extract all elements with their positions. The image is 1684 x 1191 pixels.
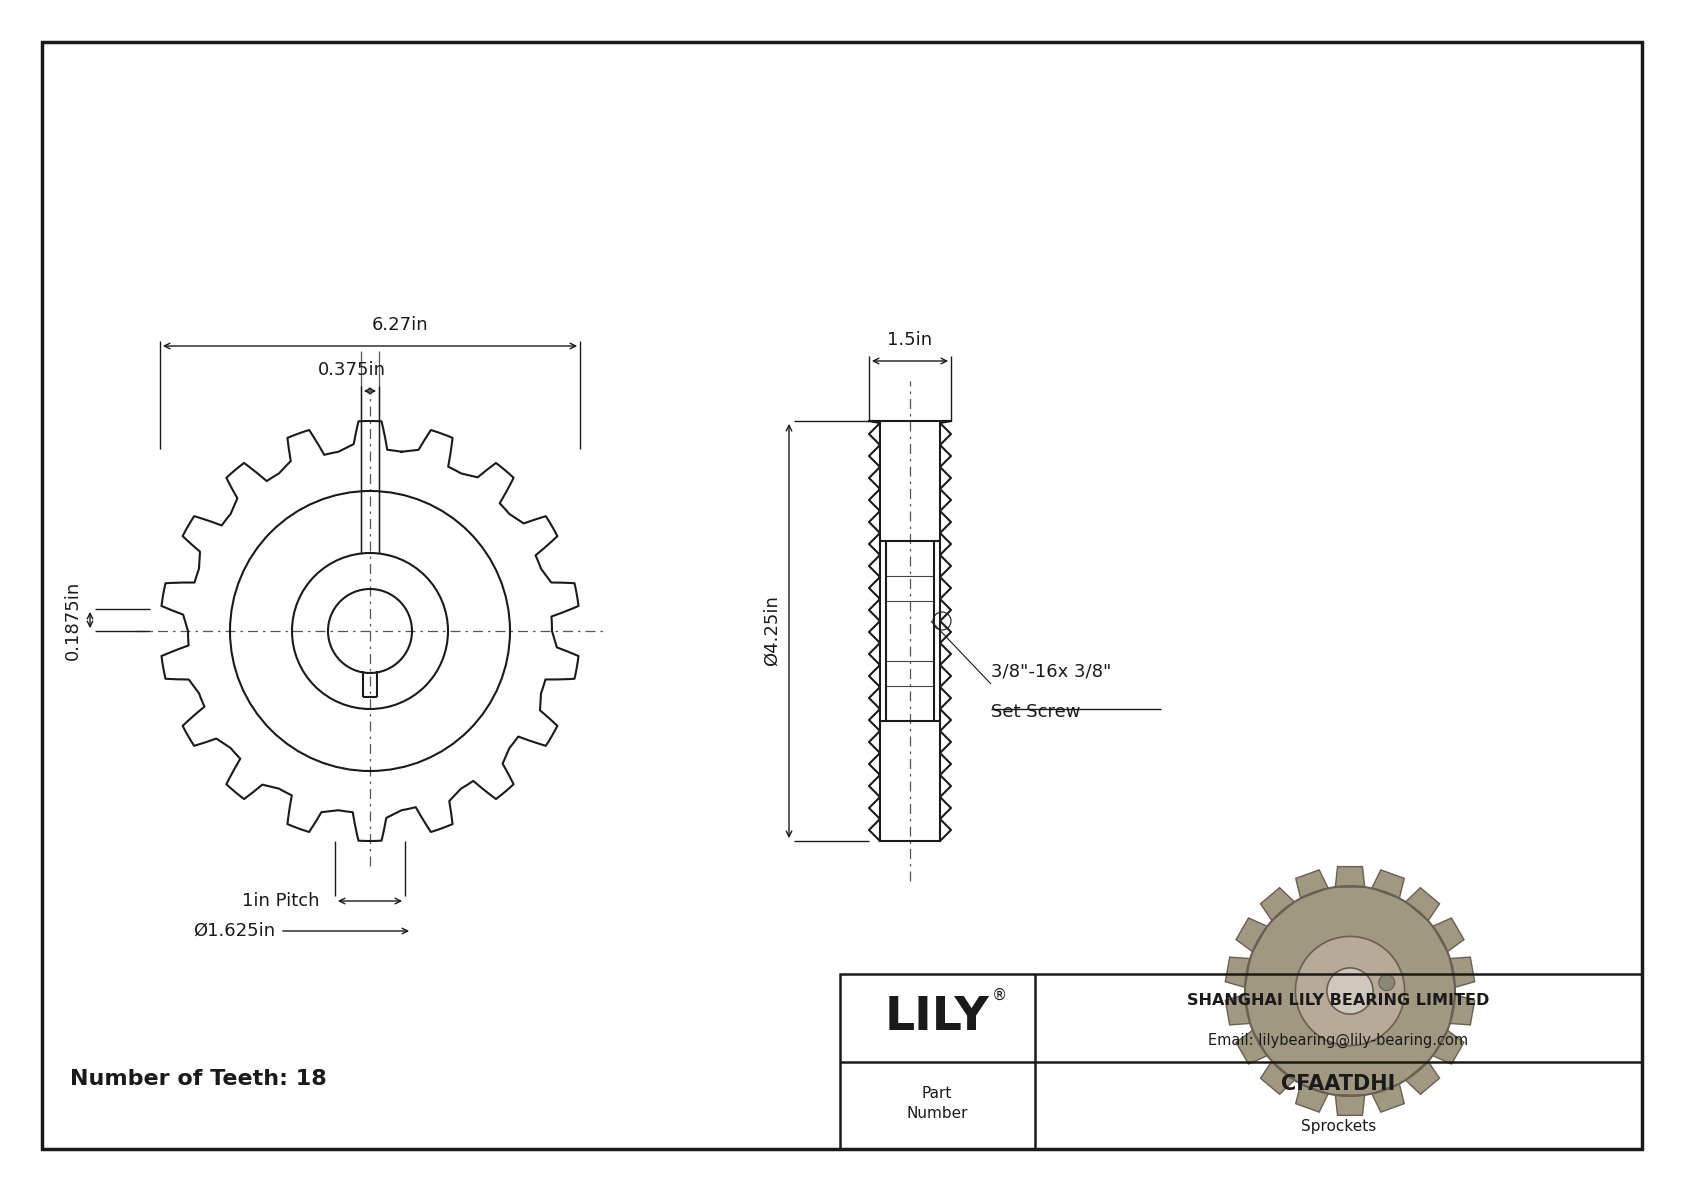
Circle shape	[1327, 968, 1372, 1014]
Bar	[881, 420, 940, 841]
Text: 1in Pitch: 1in Pitch	[242, 892, 320, 910]
Polygon shape	[1335, 867, 1364, 887]
Polygon shape	[1226, 958, 1250, 987]
Circle shape	[1244, 886, 1455, 1096]
Circle shape	[1295, 936, 1404, 1046]
Bar	[886, 541, 935, 721]
Text: Ø1.625in: Ø1.625in	[194, 922, 274, 940]
Text: Part
Number: Part Number	[906, 1086, 968, 1121]
Text: Sprockets: Sprockets	[1300, 1118, 1376, 1134]
Polygon shape	[1295, 869, 1329, 898]
Polygon shape	[1226, 994, 1250, 1025]
Text: Email: lilybearing@lily-bearing.com: Email: lilybearing@lily-bearing.com	[1209, 1033, 1468, 1048]
Text: 0.375in: 0.375in	[318, 361, 386, 379]
Polygon shape	[1372, 869, 1404, 898]
Text: 3/8"-16x 3/8": 3/8"-16x 3/8"	[990, 663, 1111, 681]
Circle shape	[1379, 974, 1394, 991]
Bar	[840, 974, 1642, 1149]
Polygon shape	[1236, 1030, 1268, 1064]
Polygon shape	[1433, 918, 1463, 952]
Text: LILY: LILY	[884, 996, 989, 1040]
Text: CFAATDHI: CFAATDHI	[1282, 1074, 1396, 1095]
Polygon shape	[1433, 1030, 1463, 1064]
Polygon shape	[1406, 1061, 1440, 1095]
Polygon shape	[1372, 1084, 1404, 1112]
Polygon shape	[1450, 958, 1475, 987]
Text: 6.27in: 6.27in	[372, 316, 428, 333]
Polygon shape	[1335, 1095, 1364, 1116]
Polygon shape	[1261, 887, 1295, 921]
Polygon shape	[1406, 887, 1440, 921]
Polygon shape	[1261, 1061, 1295, 1095]
Text: Set Screw: Set Screw	[990, 703, 1081, 721]
Polygon shape	[1295, 1084, 1329, 1112]
Text: ®: ®	[992, 989, 1007, 1003]
Polygon shape	[1236, 918, 1268, 952]
Text: 0.1875in: 0.1875in	[64, 580, 83, 660]
Text: SHANGHAI LILY BEARING LIMITED: SHANGHAI LILY BEARING LIMITED	[1187, 993, 1490, 1008]
Text: Ø4.25in: Ø4.25in	[763, 596, 781, 667]
Text: Number of Teeth: 18: Number of Teeth: 18	[71, 1070, 327, 1089]
Polygon shape	[1450, 994, 1475, 1025]
Text: 1.5in: 1.5in	[887, 331, 933, 349]
